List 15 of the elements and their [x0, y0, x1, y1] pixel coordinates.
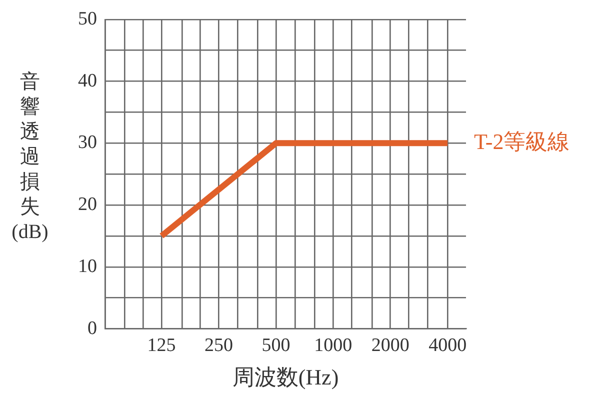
y-tick-label: 50 [78, 8, 97, 30]
x-tick-label: 2000 [371, 335, 410, 356]
y-tick-label: 40 [78, 70, 97, 92]
y-tick-label: 0 [88, 318, 97, 339]
x-tick-label: 4000 [428, 335, 467, 356]
x-tick-label: 1000 [314, 335, 352, 356]
y-axis-title: 音響透過損失(dB) [10, 70, 50, 245]
x-axis-title: 周波数(Hz) [232, 364, 339, 390]
y-tick-label: 10 [78, 256, 97, 277]
x-tick-label: 500 [262, 335, 290, 356]
series-label: T-2等級線 [474, 128, 570, 154]
x-tick-label: 125 [147, 335, 176, 356]
x-tick-label: 250 [204, 335, 234, 356]
y-tick-label: 20 [78, 194, 97, 216]
y-tick-label: 30 [78, 132, 97, 154]
